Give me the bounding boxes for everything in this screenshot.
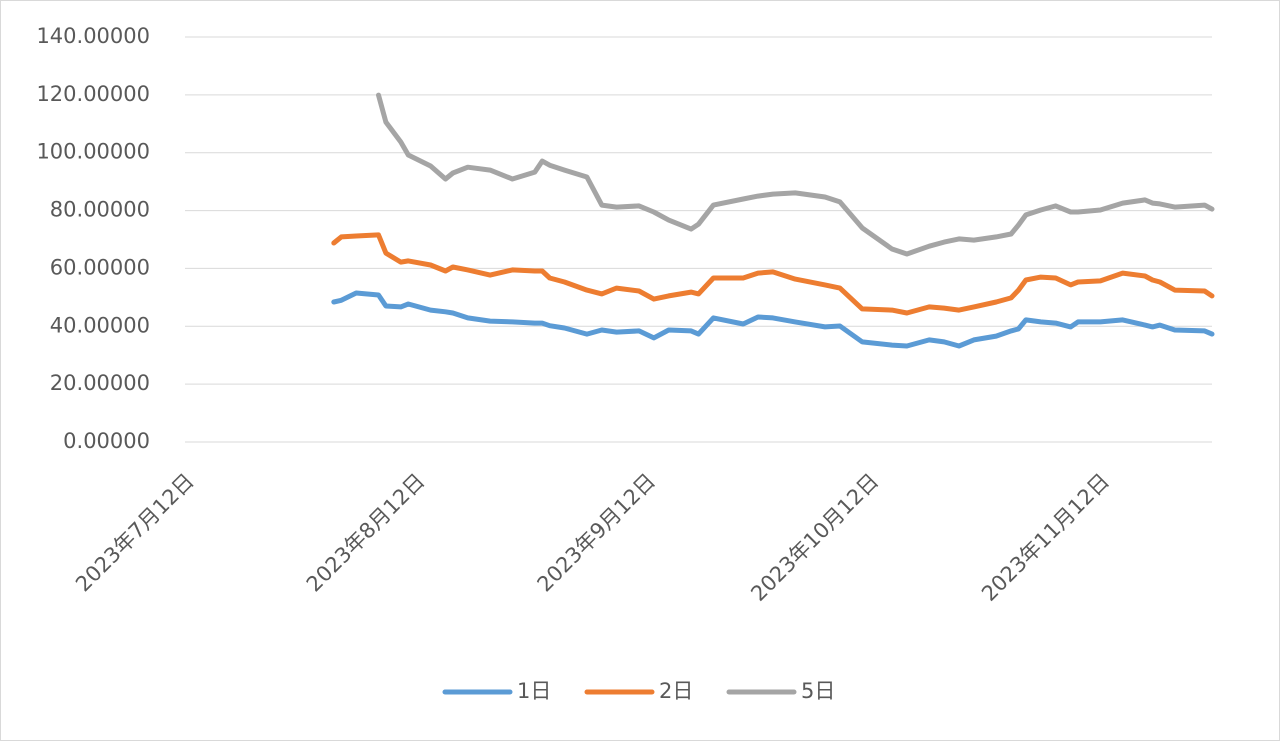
legend-label: 1日 [517,679,551,703]
y-tick-label: 40.00000 [50,313,150,337]
y-tick-label: 120.00000 [36,82,150,106]
y-tick-label: 60.00000 [50,255,150,279]
y-tick-label: 20.00000 [50,371,150,395]
legend-label: 2日 [659,679,693,703]
y-tick-label: 140.00000 [36,24,150,48]
y-tick-label: 80.00000 [50,198,150,222]
y-tick-label: 0.00000 [63,429,150,453]
legend-label: 5日 [801,679,835,703]
series-line [331,232,1215,316]
series-line [331,290,1215,349]
series-line [376,92,1215,257]
y-tick-label: 100.00000 [36,140,150,164]
